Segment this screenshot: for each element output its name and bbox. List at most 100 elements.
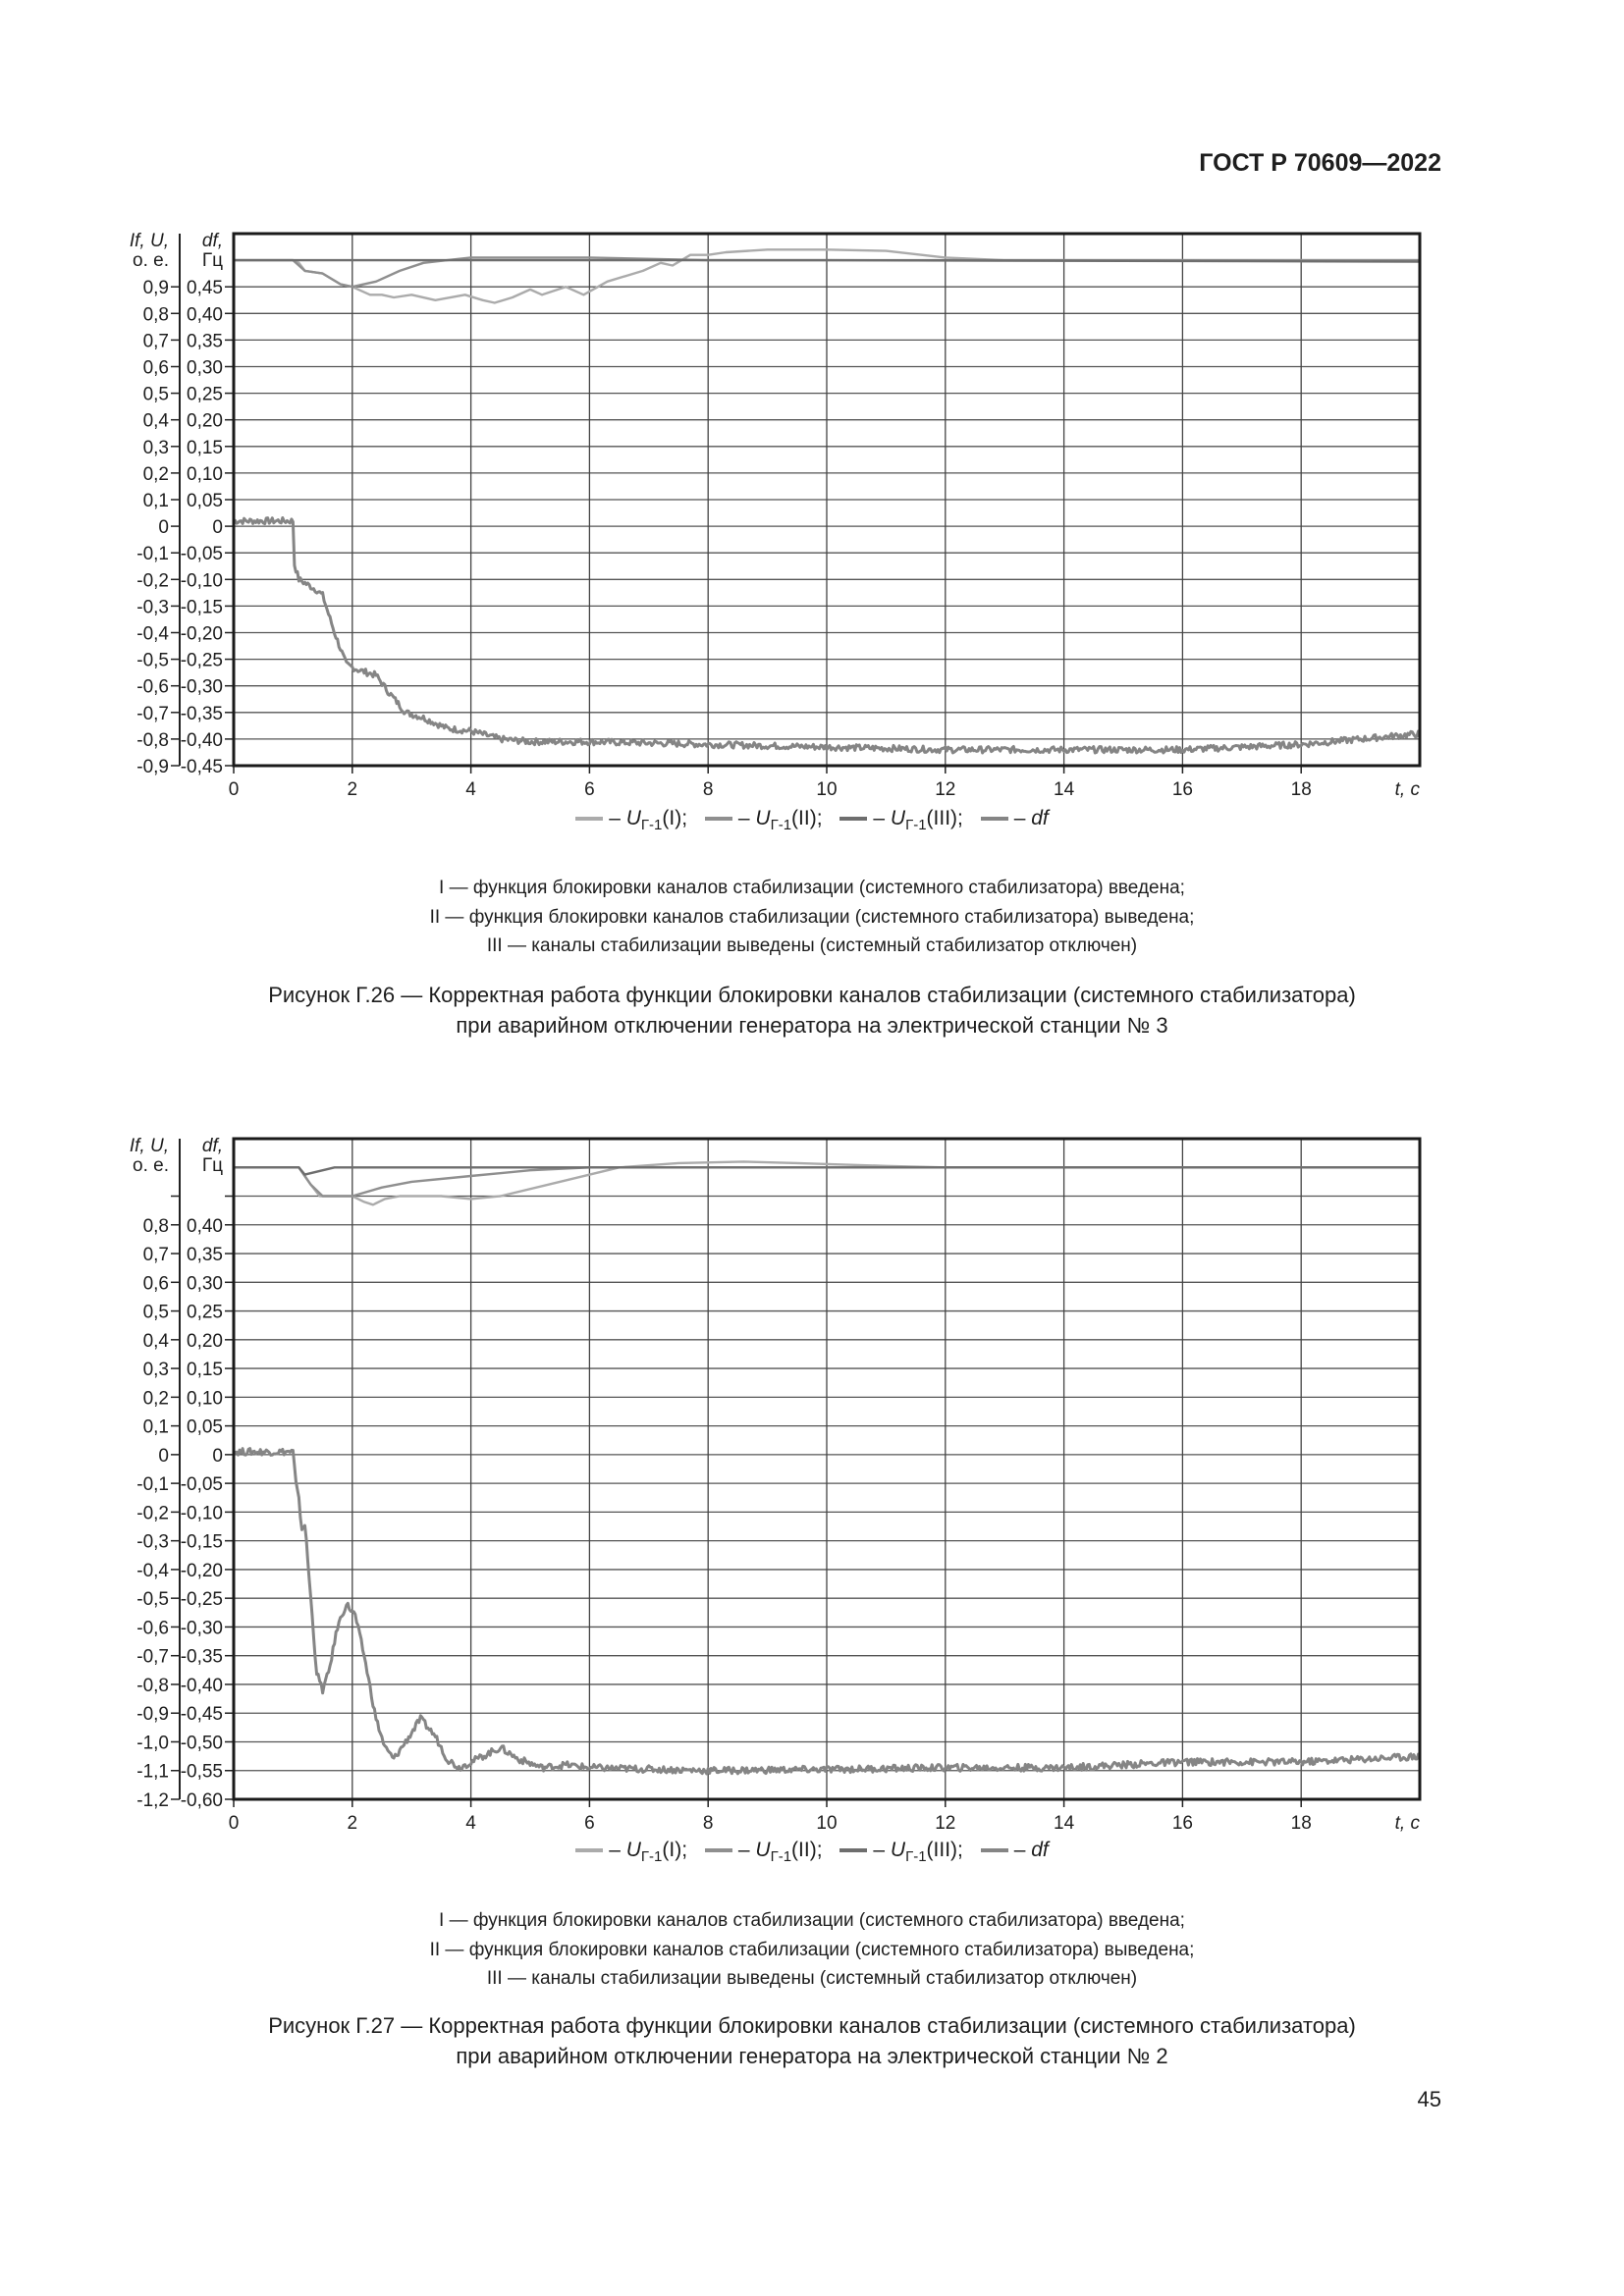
x-axis-tick-label: 0 — [229, 779, 240, 800]
left-axis-tick-label: 0,1 — [143, 491, 169, 511]
left-axis-tick-label: -0,4 — [136, 1561, 169, 1581]
legend-dash: – — [609, 1839, 626, 1861]
x-axis-tick-label: 8 — [703, 779, 714, 800]
legend-swatch — [980, 817, 1008, 822]
series-line-u-ii — [234, 1166, 1420, 1198]
right-axis-tick-label: -0,20 — [181, 1561, 223, 1581]
legend-symbol: UГ-1 — [625, 807, 663, 834]
left-axis-tick-label: 0,6 — [143, 358, 169, 379]
right-axis-tick-label: 0,45 — [187, 278, 223, 298]
left-axis-tick-label: -1,0 — [136, 1733, 169, 1753]
figure-g26-chart: 0,90,80,70,60,50,40,30,20,10-0,1-0,2-0,3… — [130, 231, 1422, 800]
legend-symbol: UГ-1 — [890, 807, 927, 834]
note-line: II — функция блокировки каналов стабилиз… — [429, 1939, 1195, 1960]
legend-dash: – — [1013, 1839, 1032, 1861]
right-axis-tick-label: -0,30 — [181, 1618, 223, 1638]
left-axis-tick-label: -0,1 — [136, 1474, 169, 1495]
legend-dash: – — [737, 807, 756, 829]
right-axis-tick-label: 0,05 — [187, 491, 223, 511]
series-line-df — [233, 516, 1421, 755]
x-axis-tick-label: 8 — [703, 1813, 714, 1834]
caption-line: Рисунок Г.27 — Корректная работа функции… — [268, 2013, 1356, 2038]
left-axis-tick-label: 0,7 — [143, 331, 169, 351]
caption-line: при аварийном отключении генератора на э… — [456, 2044, 1168, 2068]
note-line: III — каналы стабилизации выведены (сист… — [486, 935, 1138, 956]
right-axis-label: df, — [202, 1136, 223, 1156]
left-axis-tick-label: 0,3 — [143, 1360, 169, 1380]
figure-notes: I — функция блокировки каналов стабилиза… — [0, 874, 1624, 961]
left-axis-tick-label: 0,8 — [143, 304, 169, 325]
right-axis-tick-label: -0,05 — [181, 1474, 223, 1495]
right-axis-unit: Гц — [202, 1155, 223, 1176]
note-line: I — функция блокировки каналов стабилиза… — [439, 878, 1185, 898]
right-axis-tick-label: 0,15 — [187, 1360, 223, 1380]
left-axis-tick-label: -0,5 — [136, 651, 169, 671]
right-axis-tick-label: -0,50 — [181, 1733, 223, 1753]
right-axis-tick-label: -0,15 — [181, 597, 223, 617]
figure-g27-chart: 0,80,70,60,50,40,30,20,10-0,1-0,2-0,3-0,… — [130, 1136, 1422, 1834]
right-axis-tick-label: -0,20 — [181, 624, 223, 645]
note-line: I — функция блокировки каналов стабилиза… — [439, 1910, 1185, 1931]
x-axis-label: t, с — [1395, 1813, 1421, 1834]
series-line-df — [232, 1447, 1422, 1776]
left-axis-tick-label: 0,1 — [143, 1417, 169, 1438]
left-axis-tick-label: 0 — [158, 1446, 169, 1467]
document-header: ГОСТ Р 70609—2022 — [1199, 149, 1441, 177]
legend-item-u1: – UГ-1(I); — [575, 807, 687, 833]
right-axis-tick-label: -0,10 — [181, 570, 223, 591]
right-axis-tick-label: 0,20 — [187, 411, 223, 432]
left-axis-tick-label: 0,7 — [143, 1245, 169, 1265]
legend-suffix: (I); — [662, 1839, 688, 1861]
left-axis-tick-label: -0,8 — [136, 730, 169, 751]
x-axis-tick-label: 10 — [816, 1813, 837, 1834]
legend-item-u2: – UГ-1(II); — [704, 807, 823, 834]
chart-legend: – UГ-1(I); – UГ-1(II); – UГ-1(III); – df — [0, 1839, 1624, 1865]
x-axis-tick-label: 18 — [1291, 1813, 1312, 1834]
plot-frame — [232, 232, 1422, 768]
x-axis-tick-label: 16 — [1172, 1813, 1193, 1834]
x-axis-tick-label: 4 — [465, 1813, 476, 1834]
legend-dash: – — [737, 1839, 756, 1861]
left-axis-tick-label: 0,4 — [143, 1331, 170, 1352]
legend-dash: – — [873, 807, 891, 829]
right-axis-tick-label: -0,40 — [181, 1676, 223, 1696]
legend-item-df: – df — [980, 1839, 1049, 1862]
left-axis-label: If, U, — [130, 1136, 169, 1156]
left-axis-tick-label: -0,7 — [136, 704, 169, 724]
left-axis-tick-label: 0,6 — [143, 1273, 169, 1294]
right-axis-tick-label: 0,20 — [187, 1331, 223, 1352]
right-axis-tick-label: 0 — [212, 517, 223, 538]
legend-symbol: UГ-1 — [625, 1839, 663, 1866]
right-axis-tick-label: -0,25 — [181, 651, 223, 671]
right-axis-unit: Гц — [202, 250, 223, 271]
right-axis-tick-label: 0,05 — [187, 1417, 223, 1438]
right-axis-tick-label: -0,45 — [181, 757, 223, 777]
left-axis-unit: о. е. — [133, 1155, 169, 1176]
left-axis-tick-label: -1,2 — [136, 1790, 169, 1811]
left-axis-label: If, U, — [130, 231, 169, 251]
x-axis-tick-label: 10 — [816, 779, 837, 800]
figure-caption: Рисунок Г.27 — Корректная работа функции… — [0, 2010, 1624, 2071]
legend-symbol: UГ-1 — [755, 1839, 792, 1866]
series-line-u-ii — [234, 256, 1420, 289]
x-axis-tick-label: 0 — [229, 1813, 240, 1834]
left-axis-unit: о. е. — [133, 250, 169, 271]
right-axis-tick-label: 0,10 — [187, 464, 223, 485]
left-axis-tick-label: -0,9 — [136, 757, 169, 777]
left-axis-tick-label: 0,2 — [143, 464, 169, 485]
legend-dash: – — [873, 1839, 891, 1861]
left-axis-tick-label: -0,1 — [136, 544, 169, 564]
legend-suffix: (II); — [791, 1839, 823, 1861]
x-axis-tick-label: 2 — [348, 779, 358, 800]
left-axis-tick-label: -0,4 — [136, 624, 169, 645]
right-axis-tick-label: 0,15 — [187, 438, 223, 458]
right-axis-tick-label: -0,10 — [181, 1503, 223, 1523]
caption-line: Рисунок Г.26 — Корректная работа функции… — [268, 983, 1356, 1007]
legend-symbol: UГ-1 — [755, 807, 792, 834]
x-axis-tick-label: 14 — [1054, 1813, 1075, 1834]
right-axis-tick-label: -0,40 — [181, 730, 223, 751]
left-axis-tick-label: 0,2 — [143, 1388, 169, 1409]
legend-item-u2: – UГ-1(II); — [704, 1839, 823, 1866]
left-axis-tick-label: 0,4 — [143, 411, 170, 432]
legend-item-u3: – UГ-1(III); — [839, 1839, 963, 1865]
